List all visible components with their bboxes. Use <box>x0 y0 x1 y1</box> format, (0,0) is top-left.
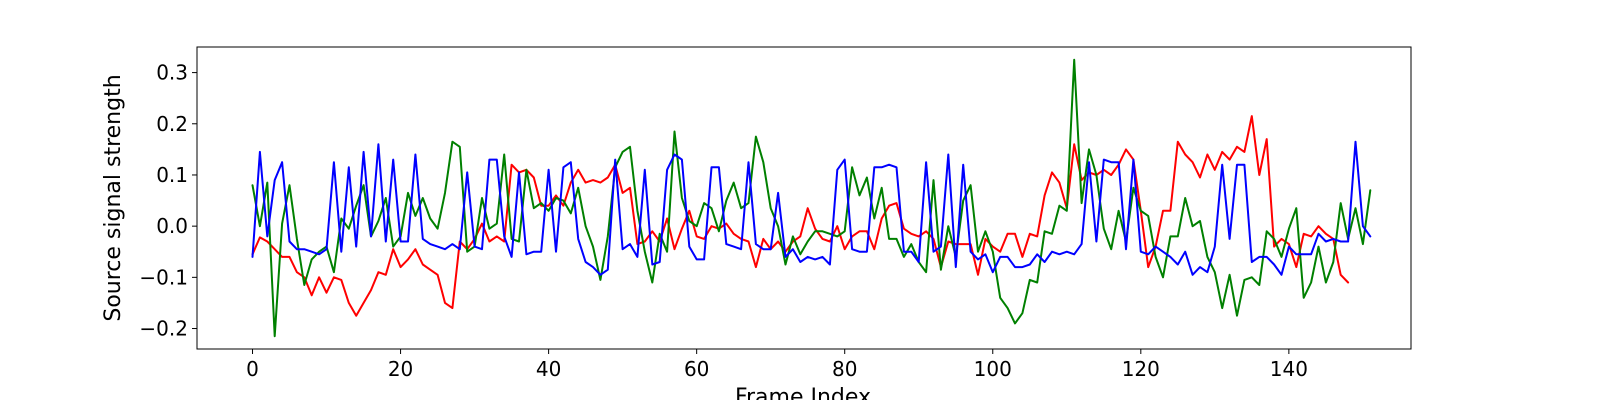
series-line-1 <box>251 115 1350 317</box>
series-line-3 <box>251 140 1372 276</box>
y-tick-label: 0.1 <box>156 163 188 187</box>
y-axis-label: Source signal strength <box>101 74 126 321</box>
series-line-2 <box>251 58 1372 338</box>
y-tick-label: 0.3 <box>156 61 188 85</box>
x-tick-label: 100 <box>974 357 1012 381</box>
y-tick-label: −0.1 <box>139 265 188 289</box>
y-tick-label: 0.0 <box>156 214 188 238</box>
plot-frame <box>196 46 1412 350</box>
x-tick-label: 40 <box>536 357 561 381</box>
x-axis-ticks: 0 20 40 60 80 100 120 140 <box>246 349 1308 381</box>
x-tick-label: 0 <box>246 357 259 381</box>
x-axis-label: Frame Index <box>735 385 871 400</box>
y-tick-label: 0.2 <box>156 112 188 136</box>
series-layer <box>251 58 1372 338</box>
x-tick-label: 140 <box>1270 357 1308 381</box>
x-tick-label: 80 <box>832 357 857 381</box>
x-tick-label: 60 <box>684 357 709 381</box>
x-tick-label: 20 <box>388 357 413 381</box>
y-tick-label: −0.2 <box>139 317 188 341</box>
x-tick-label: 120 <box>1122 357 1160 381</box>
y-axis-ticks: −0.2 −0.1 0.0 0.1 0.2 0.3 <box>139 61 197 341</box>
